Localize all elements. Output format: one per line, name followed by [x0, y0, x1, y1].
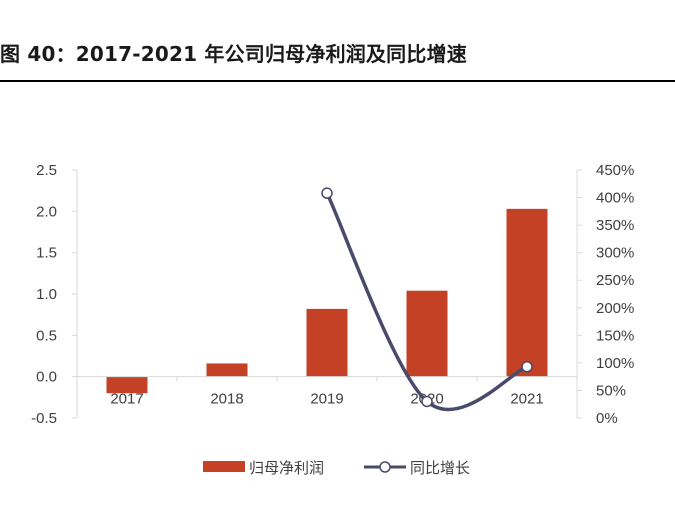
category-label: 2017	[110, 391, 143, 408]
bar-2018	[206, 363, 248, 377]
bar-2017	[106, 376, 148, 394]
right-axis-tick-label: 50%	[596, 382, 626, 399]
left-axis-tick-label: 2.5	[36, 162, 57, 179]
category-label: 2021	[510, 391, 543, 408]
right-axis-tick-label: 400%	[596, 190, 634, 207]
left-axis-tick-label: 0.5	[36, 327, 57, 344]
right-axis-tick-label: 150%	[596, 327, 634, 344]
left-axis-tick-label: 2.0	[36, 203, 57, 220]
zero-line	[76, 376, 578, 382]
right-axis: 0% 50% 100% 150% 200% 250% 300% 350% 400% 450%	[576, 162, 634, 427]
growth-line-path	[325, 192, 528, 412]
legend: 归母净利润 同比增长	[203, 459, 470, 477]
bars	[106, 208, 548, 394]
right-axis-tick-label: 200%	[596, 300, 634, 317]
right-axis-tick-label: 300%	[596, 245, 634, 262]
left-axis-tick-label: 1.5	[36, 245, 57, 262]
category-label: 2019	[310, 391, 343, 408]
growth-line-series	[321, 187, 533, 412]
growth-point-2019	[321, 187, 333, 199]
right-axis-tick-label: 250%	[596, 272, 634, 289]
bar-2019	[306, 308, 348, 377]
legend-line-marker	[379, 461, 391, 473]
right-axis-tick-label: 0%	[596, 410, 618, 427]
left-axis: -0.5 0.0 0.5 1.0 1.5 2.0 2.5	[31, 162, 78, 427]
legend-line-label: 同比增长	[410, 459, 470, 477]
growth-point-2020	[421, 395, 433, 408]
title-rule	[0, 80, 675, 82]
bar-2021	[506, 208, 548, 377]
left-axis-tick-label: 0.0	[36, 369, 57, 386]
bar-2020	[406, 290, 448, 377]
right-axis-tick-label: 350%	[596, 217, 634, 234]
legend-bar-swatch	[203, 461, 245, 472]
figure-title: 图 40：2017-2021 年公司归母净利润及同比增速	[0, 42, 467, 66]
category-label: 2018	[210, 391, 243, 408]
left-axis-tick-label: -0.5	[31, 410, 57, 427]
legend-bar-label: 归母净利润	[249, 459, 324, 477]
growth-point-2021	[521, 360, 533, 373]
left-axis-tick-label: 1.0	[36, 286, 57, 303]
right-axis-tick-label: 450%	[596, 162, 634, 179]
right-axis-tick-label: 100%	[596, 355, 634, 372]
